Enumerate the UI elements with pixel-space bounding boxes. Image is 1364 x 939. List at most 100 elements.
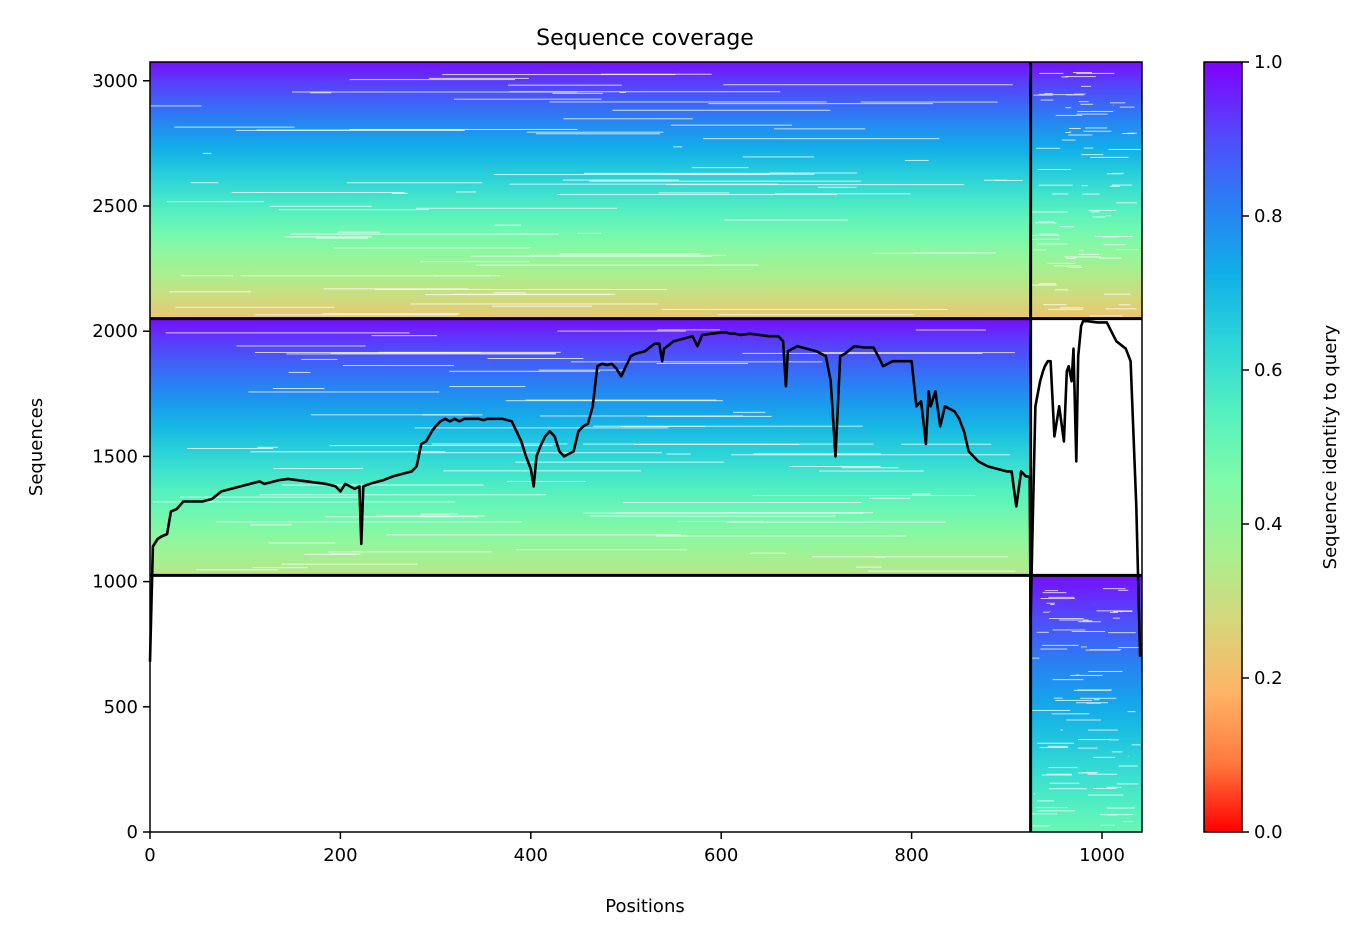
gap-streak (1118, 647, 1142, 649)
gap-streak (1048, 767, 1078, 769)
gap-streak (647, 415, 772, 417)
gap-streak (995, 179, 1023, 181)
gap-streak (1079, 250, 1084, 252)
gap-streak (1080, 697, 1117, 699)
gap-streak (726, 521, 947, 523)
gap-streak (1041, 644, 1079, 646)
gap-streak (769, 172, 858, 174)
gap-streak (593, 425, 863, 427)
gap-streak (330, 352, 557, 354)
gap-streak (315, 237, 368, 239)
gap-streak (349, 79, 515, 81)
colorbar-gradient (1203, 61, 1243, 833)
gap-streak (658, 192, 730, 194)
gap-streak (1116, 783, 1139, 785)
gap-streak (1082, 193, 1100, 195)
x-tick-label: 800 (894, 845, 928, 866)
gap-streak (1086, 702, 1101, 704)
gap-streak (1108, 632, 1136, 634)
gap-streak (1048, 596, 1075, 598)
gap-streak (621, 426, 705, 428)
coverage-block (150, 318, 1031, 576)
y-tick-label: 500 (104, 697, 138, 718)
gap-streak (325, 516, 478, 518)
gap-streak (166, 201, 264, 203)
gap-streak (1080, 103, 1094, 105)
gap-streak (1071, 630, 1106, 632)
gap-streak (515, 461, 724, 463)
gap-streak (1036, 807, 1068, 809)
gap-streak (1069, 127, 1081, 129)
colorbar-tick-label: 0.0 (1254, 822, 1283, 843)
gap-streak (1066, 258, 1075, 260)
gap-streak (1052, 629, 1086, 631)
gap-streak (342, 365, 454, 367)
gap-streak (559, 253, 701, 255)
gap-streak (1093, 699, 1100, 701)
gap-streak (323, 288, 469, 290)
gap-streak (1116, 202, 1137, 204)
gap-streak (1047, 745, 1068, 747)
gap-streak (589, 180, 862, 182)
gap-streak (670, 124, 793, 126)
gap-streak (1105, 215, 1112, 217)
gap-streak (1041, 774, 1072, 776)
gap-streak (789, 466, 881, 468)
gap-streak (1070, 674, 1103, 676)
gap-streak (152, 501, 455, 503)
gap-streak (1037, 810, 1075, 812)
gap-streak (774, 193, 911, 195)
gap-streak (273, 388, 325, 390)
colorbar-tick-label: 0.2 (1254, 668, 1283, 689)
gap-streak (901, 443, 992, 445)
gap-streak (1109, 739, 1119, 741)
gap-streak (1051, 713, 1090, 715)
gap-streak (583, 172, 794, 174)
gap-streak (563, 118, 693, 120)
gap-streak (1031, 284, 1057, 286)
gap-streak (429, 77, 529, 79)
gap-streak (1098, 257, 1122, 259)
gap-streak (1087, 773, 1118, 775)
gap-streak (420, 513, 451, 515)
gap-streak (868, 570, 1016, 572)
gap-streak (1078, 739, 1111, 741)
gap-streak (1103, 244, 1126, 246)
gap-streak (1068, 134, 1093, 136)
gap-streak (538, 369, 624, 371)
gap-streak (577, 232, 601, 234)
gap-streak (1038, 93, 1053, 95)
gap-streak (589, 515, 836, 517)
gap-streak (1107, 814, 1118, 816)
gap-streak (443, 470, 642, 472)
gap-streak (661, 308, 948, 310)
gap-streak (1106, 173, 1122, 175)
gap-streak (310, 414, 472, 416)
gap-streak (1077, 110, 1114, 112)
gap-streak (1055, 699, 1093, 701)
gap-streak (817, 186, 857, 188)
axis-ticks: 0 200 400 600 800 1000 0 500 1000 1500 2000 2500 300… (92, 71, 1125, 866)
gap-streak (1109, 185, 1120, 187)
gap-streak (1082, 620, 1093, 622)
gap-streak (235, 129, 465, 131)
gap-streak (202, 152, 212, 154)
gap-streak (666, 184, 965, 186)
gap-streak (1035, 222, 1057, 224)
gap-streak (1088, 670, 1123, 672)
gap-streak (1073, 689, 1111, 691)
gap-streak (1033, 793, 1036, 795)
colorbar-tick-label: 0.4 (1254, 514, 1283, 535)
gap-streak (1033, 94, 1053, 96)
block-dividers (150, 62, 1142, 832)
gap-streak (723, 84, 1013, 86)
gap-streak (1059, 226, 1075, 228)
gap-streak (450, 513, 459, 515)
gap-streak (540, 415, 743, 417)
x-tick-label: 400 (514, 845, 548, 866)
gap-streak (1036, 631, 1049, 633)
gap-streak (677, 520, 764, 522)
gap-streak (506, 480, 586, 482)
colorbar-tick-label: 0.6 (1254, 360, 1283, 381)
